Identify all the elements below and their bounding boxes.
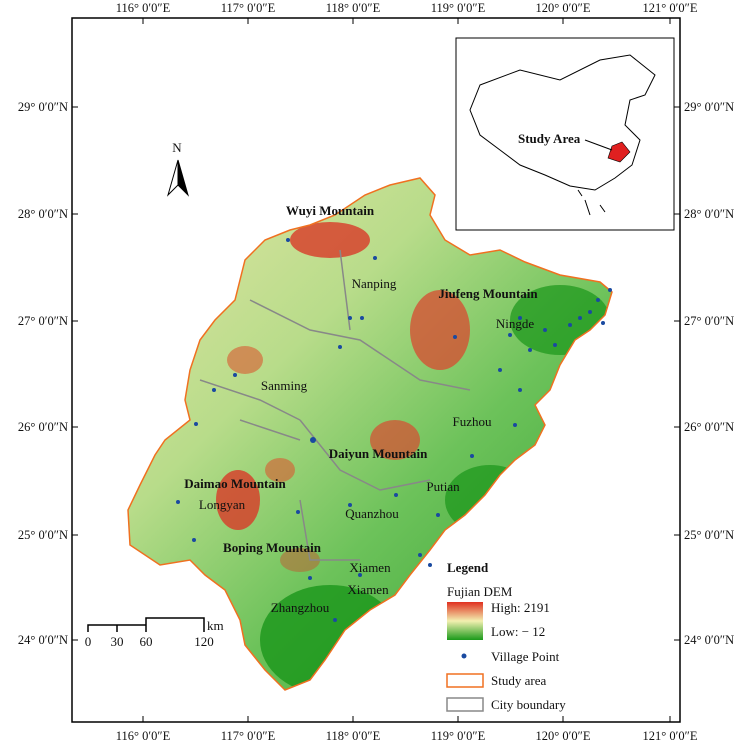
legend: Legend Fujian DEM High: 2191 Low: − 12 V…: [446, 560, 566, 712]
lat-label: 29° 0′0″N: [684, 100, 734, 114]
legend-title: Legend: [447, 560, 489, 575]
lon-label: 119° 0′0″E: [431, 729, 486, 743]
lat-label: 28° 0′0″N: [684, 207, 734, 221]
city-label: Nanping: [352, 276, 397, 291]
lon-label: 116° 0′0″E: [116, 729, 171, 743]
lon-label: 121° 0′0″E: [643, 729, 698, 743]
scale-bar: [87, 617, 205, 632]
scale-label: 60: [140, 634, 153, 649]
lat-label: 25° 0′0″N: [18, 528, 68, 542]
legend-item: Study area: [491, 673, 546, 688]
dem-raster: [128, 178, 612, 690]
lon-label: 120° 0′0″E: [536, 729, 591, 743]
mountain-label: Jiufeng Mountain: [438, 286, 538, 301]
city-label: Ningde: [496, 316, 535, 331]
mountain-label: Boping Mountain: [223, 540, 322, 555]
legend-item: City boundary: [491, 697, 566, 712]
mountain-label: Daiyun Mountain: [329, 446, 428, 461]
city-label: Fuzhou: [453, 414, 493, 429]
lon-label: 120° 0′0″E: [536, 1, 591, 15]
lat-label: 28° 0′0″N: [18, 207, 68, 221]
north-arrow: N: [166, 140, 190, 197]
city-label: Sanming: [261, 378, 308, 393]
lon-label: 117° 0′0″E: [221, 729, 276, 743]
city-label: Xiamen: [347, 582, 389, 597]
legend-high: High: 2191: [491, 600, 550, 615]
lon-label: 121° 0′0″E: [643, 1, 698, 15]
city-label: Xiamen: [349, 560, 391, 575]
lat-label: 24° 0′0″N: [18, 633, 68, 647]
lon-label: 118° 0′0″E: [326, 1, 381, 15]
lat-label: 26° 0′0″N: [18, 420, 68, 434]
scale-label: 0: [85, 634, 92, 649]
inset-label: Study Area: [518, 131, 581, 146]
scale-unit: km: [207, 618, 224, 633]
lon-label: 119° 0′0″E: [431, 1, 486, 15]
city-label: Zhangzhou: [271, 600, 330, 615]
village-points: [176, 238, 612, 622]
city-label: Quanzhou: [345, 506, 399, 521]
north-label: N: [172, 140, 182, 155]
lat-label: 26° 0′0″N: [684, 420, 734, 434]
lat-label: 24° 0′0″N: [684, 633, 734, 647]
lon-label: 117° 0′0″E: [221, 1, 276, 15]
mountain-label: Daimao Mountain: [184, 476, 286, 491]
map-frame: [71, 17, 681, 723]
legend-dem-title: Fujian DEM: [447, 584, 513, 599]
mountain-label: Wuyi Mountain: [286, 203, 375, 218]
lat-label: 29° 0′0″N: [18, 100, 68, 114]
legend-item: Village Point: [491, 649, 560, 664]
lon-label: 116° 0′0″E: [116, 1, 171, 15]
legend-low: Low: − 12: [491, 624, 545, 639]
inset-map: Study Area: [455, 37, 675, 231]
lat-label: 27° 0′0″N: [18, 314, 68, 328]
city-label: Longyan: [199, 497, 246, 512]
city-label: Putian: [426, 479, 460, 494]
scale-label: 120: [194, 634, 214, 649]
lat-label: 27° 0′0″N: [684, 314, 734, 328]
lon-label: 118° 0′0″E: [326, 729, 381, 743]
lat-label: 25° 0′0″N: [684, 528, 734, 542]
scale-label: 30: [111, 634, 124, 649]
